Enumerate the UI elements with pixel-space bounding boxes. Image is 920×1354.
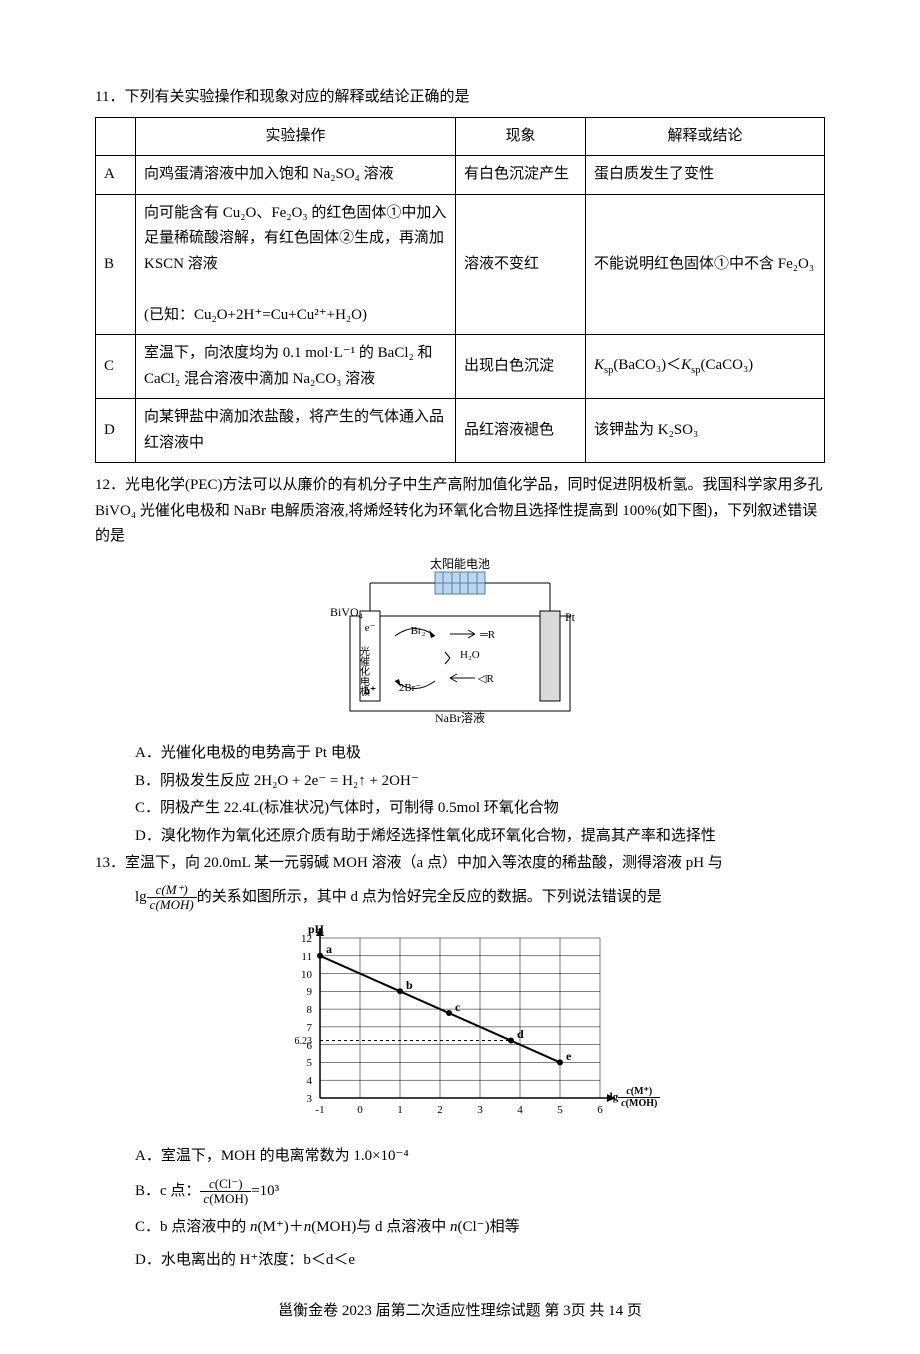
svg-text:6: 6 xyxy=(307,1040,313,1052)
svg-text:1: 1 xyxy=(397,1104,403,1116)
q12-stem: 12．光电化学(PEC)方法可以从廉价的有机分子中生产高附加值化学品，同时促进阴… xyxy=(95,473,825,550)
pec-diagram: 太阳能电池 BiVO₄ e⁻ h⁺ 光催化电极 Pt Br₂ 2Br⁻ ═R H… xyxy=(95,556,825,736)
row-concl: 不能说明红色固体①中不含 Fe₂O₃ xyxy=(586,194,825,335)
th-blank xyxy=(96,117,136,156)
opt-b-num: c(Cl⁻) xyxy=(200,1177,251,1192)
svg-text:5: 5 xyxy=(557,1104,563,1116)
table-row: A 向鸡蛋清溶液中加入饱和 Na₂SO₄ 溶液 有白色沉淀产生 蛋白质发生了变性 xyxy=(96,156,825,195)
2br-label: 2Br⁻ xyxy=(399,682,422,694)
solution-label: NaBr溶液 xyxy=(435,710,485,725)
table-row: B 向可能含有 Cu₂O、Fe₂O₃ 的红色固体①中加入足量稀硫酸溶解，有红色固… xyxy=(96,194,825,335)
svg-text:8: 8 xyxy=(307,1004,313,1016)
r-alkene: ═R xyxy=(479,629,496,641)
q13-stem-post: 的关系如图所示，其中 d 点为恰好完全反应的数据。下列说法错误的是 xyxy=(197,889,662,905)
svg-text:5: 5 xyxy=(307,1057,313,1069)
svg-text:7: 7 xyxy=(307,1022,313,1034)
photocat-label: 光催化电极 xyxy=(358,644,370,696)
q12-options: A．光催化电极的电势高于 Pt 电极 B．阴极发生反应 2H₂O + 2e⁻ =… xyxy=(135,741,825,849)
option-c: C．阴极产生 22.4L(标准状况)气体时，可制得 0.5mol 环氧化合物 xyxy=(135,796,825,822)
q11-stem-text: 下列有关实验操作和现象对应的解释或结论正确的是 xyxy=(124,89,469,105)
q12-stem-text: 光电化学(PEC)方法可以从廉价的有机分子中生产高附加值化学品，同时促进阴极析氢… xyxy=(95,477,823,544)
svg-text:10: 10 xyxy=(301,969,313,981)
q11-stem: 11．下列有关实验操作和现象对应的解释或结论正确的是 xyxy=(95,85,825,111)
q13-stem: 13．室温下，向 20.0mL 某一元弱碱 MOH 溶液（a 点）中加入等浓度的… xyxy=(95,851,825,877)
svg-text:a: a xyxy=(326,942,332,956)
opt-b-den: c(MOH) xyxy=(200,1192,251,1206)
ratio-frac: c(M⁺)c(MOH) xyxy=(147,883,197,913)
frac-num: c(M⁺) xyxy=(147,883,197,898)
right-electrode xyxy=(540,611,560,701)
svg-text:4: 4 xyxy=(517,1104,523,1116)
solar-label: 太阳能电池 xyxy=(430,556,490,571)
opt-b-frac: c(Cl⁻)c(MOH) xyxy=(200,1177,251,1207)
option-d: D．溴化物作为氧化还原介质有助于烯烃选择性氧化成环氧化合物，提高其产率和选择性 xyxy=(135,824,825,850)
q11-num: 11． xyxy=(95,89,124,105)
option-a: A．室温下，MOH 的电离常数为 1.0×10⁻⁴ xyxy=(135,1144,825,1170)
svg-text:c: c xyxy=(455,1000,461,1014)
question-13: 13．室温下，向 20.0mL 某一元弱碱 MOH 溶液（a 点）中加入等浓度的… xyxy=(95,851,825,1274)
row-concl: 蛋白质发生了变性 xyxy=(586,156,825,195)
svg-text:b: b xyxy=(406,978,413,992)
table-row: C 室温下，向浓度均为 0.1 mol·L⁻¹ 的 BaCl₂ 和 CaCl₂ … xyxy=(96,335,825,399)
opt-b-post: =10³ xyxy=(251,1183,279,1199)
option-d: D．水电离出的 H⁺浓度：b＜d＜e xyxy=(135,1248,825,1274)
br2-label: Br₂ xyxy=(411,625,426,637)
question-11: 11．下列有关实验操作和现象对应的解释或结论正确的是 实验操作 现象 解释或结论… xyxy=(95,85,825,463)
q13-stem-line2: lgc(M⁺)c(MOH)的关系如图所示，其中 d 点为恰好完全反应的数据。下列… xyxy=(135,883,825,913)
q12-num: 12． xyxy=(95,477,125,493)
svg-text:9: 9 xyxy=(307,986,313,998)
row-phen: 出现白色沉淀 xyxy=(456,335,586,399)
q13-stem-pre: 室温下，向 20.0mL 某一元弱碱 MOH 溶液（a 点）中加入等浓度的稀盐酸… xyxy=(125,855,723,871)
svg-text:d: d xyxy=(517,1027,524,1041)
svg-text:6: 6 xyxy=(597,1104,603,1116)
r-epoxide: ◁R xyxy=(478,673,494,685)
q13-options: A．室温下，MOH 的电离常数为 1.0×10⁻⁴ B．c 点：c(Cl⁻)c(… xyxy=(135,1144,825,1274)
row-label: C xyxy=(96,335,136,399)
th-op: 实验操作 xyxy=(136,117,456,156)
row-op: 室温下，向浓度均为 0.1 mol·L⁻¹ 的 BaCl₂ 和 CaCl₂ 混合… xyxy=(136,335,456,399)
row-op: 向鸡蛋清溶液中加入饱和 Na₂SO₄ 溶液 xyxy=(136,156,456,195)
option-b: B．c 点：c(Cl⁻)c(MOH)=10³ xyxy=(135,1177,825,1207)
row-concl: Ksp(BaCO₃)＜Ksp(CaCO₃) xyxy=(586,335,825,399)
bivo4-label: BiVO₄ xyxy=(330,605,363,619)
h2o-label: H₂O xyxy=(460,649,480,661)
lg-prefix: lg xyxy=(135,889,147,905)
pec-svg: 太阳能电池 BiVO₄ e⁻ h⁺ 光催化电极 Pt Br₂ 2Br⁻ ═R H… xyxy=(300,556,620,726)
chart-svg: pH 12 11 10 9 8 7 6.23 6 5 4 3 -1 0 1 2 … xyxy=(260,918,660,1128)
th-phen: 现象 xyxy=(456,117,586,156)
e-minus: e⁻ xyxy=(365,622,376,634)
option-a: A．光催化电极的电势高于 Pt 电极 xyxy=(135,741,825,767)
svg-text:3: 3 xyxy=(307,1093,313,1105)
question-12: 12．光电化学(PEC)方法可以从廉价的有机分子中生产高附加值化学品，同时促进阴… xyxy=(95,473,825,849)
svg-text:4: 4 xyxy=(307,1075,313,1087)
q11-table: 实验操作 现象 解释或结论 A 向鸡蛋清溶液中加入饱和 Na₂SO₄ 溶液 有白… xyxy=(95,117,825,464)
svg-text:12: 12 xyxy=(301,933,312,945)
row-phen: 溶液不变红 xyxy=(456,194,586,335)
row-concl: 该钾盐为 K₂SO₃ xyxy=(586,399,825,463)
opt-b-pre: B．c 点： xyxy=(135,1183,200,1199)
svg-text:-1: -1 xyxy=(315,1104,324,1116)
row-phen: 有白色沉淀产生 xyxy=(456,156,586,195)
option-b: B．阴极发生反应 2H₂O + 2e⁻ = H₂↑ + 2OH⁻ xyxy=(135,769,825,795)
table-row: D 向某钾盐中滴加浓盐酸，将产生的气体通入品红溶液中 品红溶液褪色 该钾盐为 K… xyxy=(96,399,825,463)
row-op: 向某钾盐中滴加浓盐酸，将产生的气体通入品红溶液中 xyxy=(136,399,456,463)
row-label: A xyxy=(96,156,136,195)
cell-container xyxy=(350,616,570,711)
svg-text:11: 11 xyxy=(301,951,312,963)
svg-text:2: 2 xyxy=(437,1104,443,1116)
table-header-row: 实验操作 现象 解释或结论 xyxy=(96,117,825,156)
row-label: D xyxy=(96,399,136,463)
row-label: B xyxy=(96,194,136,335)
svg-text:0: 0 xyxy=(357,1104,363,1116)
row-phen: 品红溶液褪色 xyxy=(456,399,586,463)
q13-num: 13． xyxy=(95,855,125,871)
svg-text:3: 3 xyxy=(477,1104,483,1116)
q13-chart: pH 12 11 10 9 8 7 6.23 6 5 4 3 -1 0 1 2 … xyxy=(95,918,825,1138)
pt-label: Pt xyxy=(565,610,576,624)
option-c: C．b 点溶液中的 n(M⁺)＋n(MOH)与 d 点溶液中 n(Cl⁻)相等 xyxy=(135,1215,825,1241)
frac-den: c(MOH) xyxy=(147,898,197,912)
th-concl: 解释或结论 xyxy=(586,117,825,156)
svg-text:e: e xyxy=(566,1049,572,1063)
row-op: 向可能含有 Cu₂O、Fe₂O₃ 的红色固体①中加入足量稀硫酸溶解，有红色固体②… xyxy=(136,194,456,335)
